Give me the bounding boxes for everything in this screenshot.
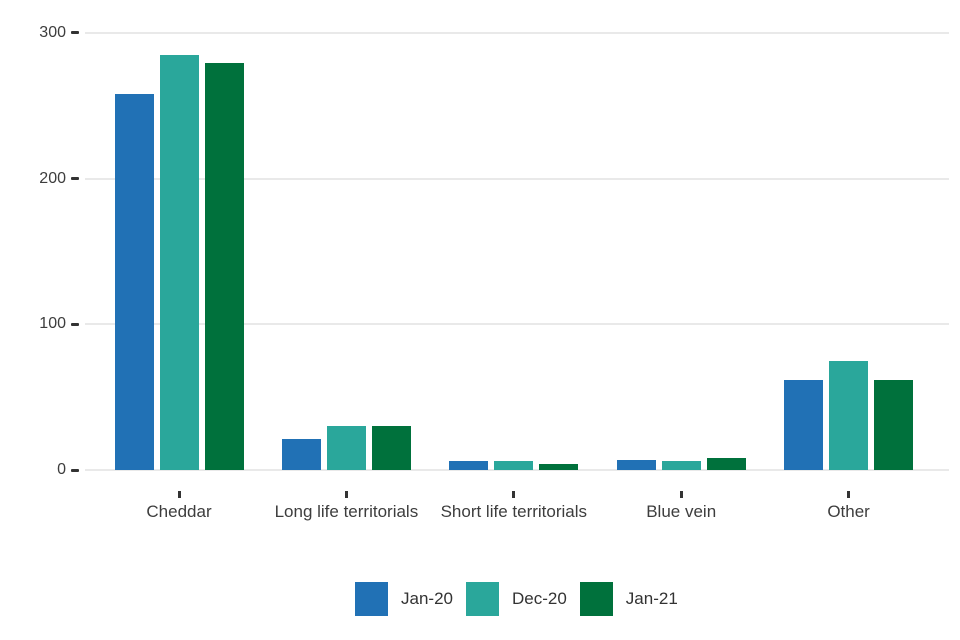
- y-axis-tick: [71, 322, 79, 326]
- bar: [661, 461, 701, 470]
- legend-label-jan-20: Jan-20: [401, 589, 453, 608]
- x-axis-label: Cheddar: [146, 502, 212, 521]
- bar: [829, 360, 869, 470]
- bar: [281, 439, 321, 470]
- bar: [874, 379, 914, 470]
- bar: [449, 461, 489, 470]
- x-axis-tick: [679, 491, 683, 498]
- x-axis-tick: [847, 491, 851, 498]
- bar: [494, 461, 534, 470]
- bar: [326, 426, 366, 470]
- x-axis-tick: [344, 491, 348, 498]
- bar: [784, 379, 824, 470]
- bar: [616, 459, 656, 470]
- x-axis-tick: [512, 491, 516, 498]
- y-axis-label: 300: [39, 23, 66, 41]
- bar: [114, 94, 154, 470]
- gridline: [85, 177, 949, 180]
- y-axis-label: 0: [57, 461, 66, 478]
- legend: Jan-20 Dec-20 Jan-21: [355, 582, 691, 616]
- bar: [371, 426, 411, 470]
- gridline: [85, 469, 949, 471]
- bar: [539, 464, 579, 470]
- x-axis-label: Blue vein: [646, 502, 717, 521]
- y-axis-label: 100: [39, 315, 66, 333]
- y-axis-tick: [71, 468, 79, 472]
- x-axis-label: Short life territorials: [440, 502, 588, 521]
- gridline: [85, 31, 949, 34]
- x-axis-label: Other: [827, 502, 870, 521]
- y-axis-tick: [71, 31, 79, 35]
- x-axis-label: Long life territorials: [274, 502, 419, 521]
- legend-swatch-jan-20: [355, 582, 388, 616]
- bar: [204, 63, 244, 470]
- y-axis-tick: [71, 177, 79, 181]
- legend-label-jan-21: Jan-21: [625, 589, 678, 608]
- bar: [706, 458, 746, 470]
- x-axis-tick: [177, 491, 181, 498]
- legend-label-dec-20: Dec-20: [511, 589, 567, 608]
- legend-swatch-jan-21: [579, 582, 613, 616]
- y-axis-label: 200: [39, 169, 66, 187]
- gridline: [85, 323, 949, 326]
- legend-swatch-dec-20: [465, 582, 499, 616]
- bar: [159, 54, 199, 470]
